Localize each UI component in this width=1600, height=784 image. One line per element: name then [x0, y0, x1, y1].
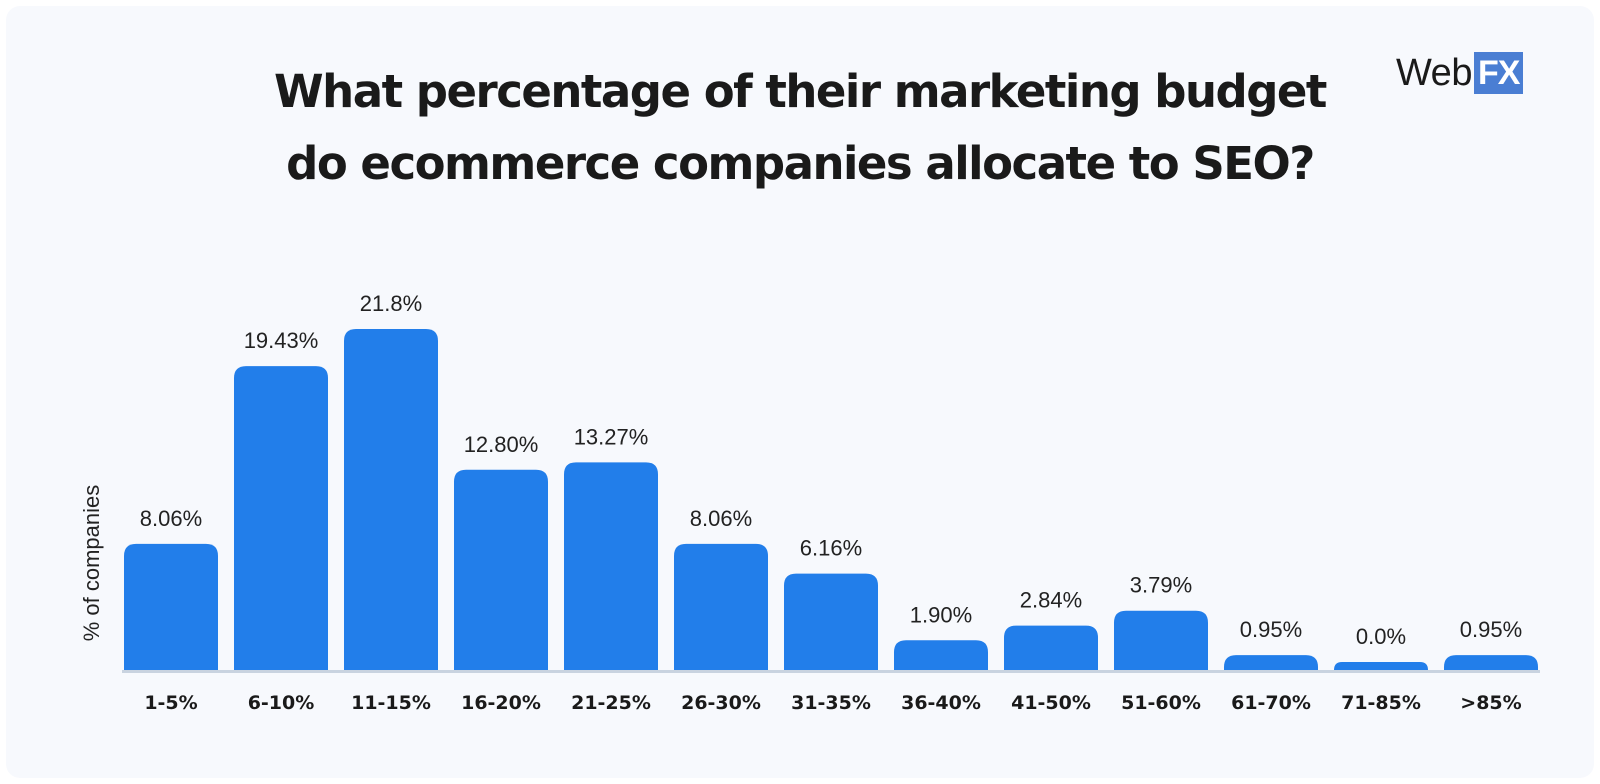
- chart-title: What percentage of their marketing budge…: [0, 56, 1600, 200]
- bar-21-25: [564, 462, 658, 670]
- bar-26-30: [674, 543, 768, 670]
- bar-31-35: [784, 573, 878, 670]
- value-label-51-60: 3.79%: [1130, 573, 1192, 598]
- bar-41-50: [1004, 625, 1098, 670]
- value-label-1-5: 8.06%: [140, 506, 202, 531]
- category-label-51-60: 51-60%: [1121, 692, 1201, 714]
- value-label-71-85: 0.0%: [1356, 624, 1406, 649]
- value-label-36-40: 1.90%: [910, 602, 972, 627]
- logo-text: Web: [1396, 52, 1472, 94]
- chart-title-line-2: do ecommerce companies allocate to SEO?: [286, 137, 1315, 190]
- bar-36-40: [894, 640, 988, 670]
- value-label-61-70: 0.95%: [1240, 617, 1302, 642]
- category-label-31-35: 31-35%: [791, 692, 871, 714]
- category-label-11-15: 11-15%: [351, 692, 431, 714]
- value-label-41-50: 2.84%: [1020, 588, 1082, 613]
- y-axis-label: % of companies: [79, 485, 104, 642]
- bar-51-60: [1114, 610, 1208, 670]
- category-label-over-85: >85%: [1460, 692, 1521, 714]
- bar-61-70: [1224, 655, 1318, 670]
- value-label-26-30: 8.06%: [690, 506, 752, 531]
- bar-71-85: [1334, 662, 1428, 670]
- bar-6-10: [234, 366, 328, 670]
- category-label-6-10: 6-10%: [248, 692, 315, 714]
- category-label-61-70: 61-70%: [1231, 692, 1311, 714]
- bar-over-85: [1444, 655, 1538, 670]
- category-label-26-30: 26-30%: [681, 692, 761, 714]
- chart-title-line-1: What percentage of their marketing budge…: [274, 65, 1327, 118]
- value-label-31-35: 6.16%: [800, 536, 862, 561]
- bar-16-20: [454, 469, 548, 670]
- category-label-1-5: 1-5%: [144, 692, 197, 714]
- bars-group: 8.06% 19.43% 21.8% 12.80% 13.27% 8.06% 6.16% 1.…: [124, 291, 1538, 670]
- category-label-36-40: 36-40%: [901, 692, 981, 714]
- bar-11-15: [344, 329, 438, 670]
- category-label-71-85: 71-85%: [1341, 692, 1421, 714]
- webfx-logo: Web FX: [1396, 52, 1524, 94]
- bar-1-5: [124, 543, 218, 670]
- category-label-16-20: 16-20%: [461, 692, 541, 714]
- value-label-11-15: 21.8%: [360, 291, 422, 316]
- value-label-21-25: 13.27%: [574, 424, 649, 449]
- category-label-21-25: 21-25%: [571, 692, 651, 714]
- category-label-41-50: 41-50%: [1011, 692, 1091, 714]
- value-label-16-20: 12.80%: [464, 432, 539, 457]
- value-label-6-10: 19.43%: [244, 328, 319, 353]
- category-labels: 1-5% 6-10% 11-15% 16-20% 21-25% 26-30% 31-35% 3…: [144, 692, 1521, 714]
- value-label-over-85: 0.95%: [1460, 617, 1522, 642]
- logo-badge: FX: [1473, 52, 1524, 94]
